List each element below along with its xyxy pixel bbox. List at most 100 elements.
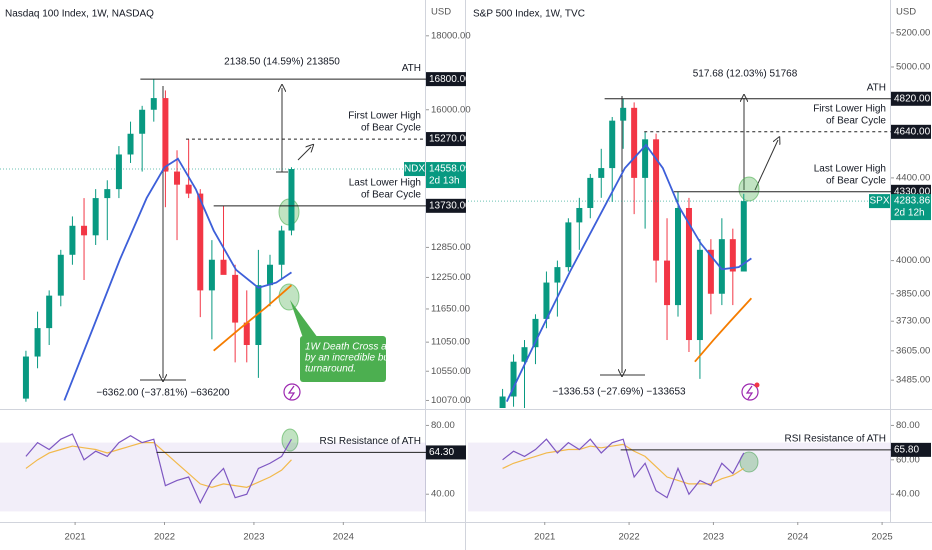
candle-body xyxy=(34,328,41,357)
countdown-label: 2d 12h xyxy=(894,208,925,219)
y-tick-label: 3730.00 xyxy=(896,316,930,327)
candle-body xyxy=(92,198,99,236)
moving-average xyxy=(213,284,293,352)
rsi-label-box xyxy=(891,442,931,457)
rsi-values xyxy=(502,438,745,499)
currency-label: USD xyxy=(896,7,916,18)
symbol-box xyxy=(404,162,425,177)
y-tick-label: 3605.00 xyxy=(896,345,930,356)
symbol-box xyxy=(869,194,890,209)
y-tick-label: 10070.00 xyxy=(431,395,471,406)
rsi-label: 65.80 xyxy=(894,444,919,455)
price-label: 4330.00 xyxy=(894,186,931,197)
note: of Bear Cycle xyxy=(361,123,421,134)
charts: Nasdaq 100 Index, 1W, NASDAQ USD 18000.00 1… xyxy=(0,7,931,543)
candle-body xyxy=(543,282,550,319)
event-dot xyxy=(754,382,760,388)
note: Last Lower High xyxy=(814,163,886,174)
note: First Lower High xyxy=(813,103,886,114)
y-tick-label: 12250.00 xyxy=(431,272,471,283)
candle-body xyxy=(22,356,29,399)
chart-title: Nasdaq 100 Index, 1W, NASDAQ xyxy=(5,9,154,20)
candle-body xyxy=(664,260,671,306)
price-label-box xyxy=(891,124,931,139)
candle-body xyxy=(104,189,111,199)
y-tick-label: 11650.00 xyxy=(431,303,470,314)
callout-text: 1W Death Cross avoided xyxy=(305,342,417,353)
candle-body xyxy=(185,184,192,194)
y-tick-label: 3850.00 xyxy=(896,288,930,299)
note: Last Lower High xyxy=(349,177,421,188)
rsi-tick-label: 40.00 xyxy=(431,489,455,500)
candle-body xyxy=(46,295,53,329)
candle-body xyxy=(598,168,605,178)
candle-body xyxy=(609,120,616,169)
candle-body xyxy=(740,201,747,272)
candle-body xyxy=(220,259,227,275)
candle-body xyxy=(232,274,239,323)
rsi-tick-label: 80.00 xyxy=(896,420,920,431)
x-tick-label: 2023 xyxy=(703,532,724,543)
y-tick-label: 4400.00 xyxy=(896,172,930,183)
candle-body xyxy=(685,207,692,341)
plot-area xyxy=(22,79,295,402)
price-label: 13730.00 xyxy=(429,200,471,211)
candle-body xyxy=(69,225,76,255)
moving-average xyxy=(694,297,753,363)
candle-body xyxy=(208,259,215,291)
candle-body xyxy=(554,267,561,283)
candle-body xyxy=(150,98,157,110)
price-label: 4820.00 xyxy=(894,93,931,104)
candle-body xyxy=(115,154,122,190)
x-tick-label: 2025 xyxy=(872,532,893,543)
candle-body xyxy=(532,318,539,348)
candle-body xyxy=(729,239,736,272)
note: ATH xyxy=(402,63,421,74)
candle-body xyxy=(139,109,146,134)
candle-body xyxy=(565,222,572,268)
candle-body xyxy=(718,239,725,294)
candle-body xyxy=(576,207,583,223)
measure-label: −1336.53 (−27.69%) −133653 xyxy=(552,387,686,398)
y-tick-label: 4000.00 xyxy=(896,255,930,266)
measure-label: 517.68 (12.03%) 51768 xyxy=(693,69,798,80)
event-icons xyxy=(283,383,759,401)
rsi-values xyxy=(25,433,292,505)
last-price-label: 14558.09 xyxy=(429,164,471,175)
candle-body xyxy=(174,171,181,185)
rsi-band xyxy=(468,442,891,512)
note: of Bear Cycle xyxy=(361,189,421,200)
x-tick-label: 2024 xyxy=(333,532,354,543)
y-tick-label: 10550.00 xyxy=(431,366,471,377)
price-label-box xyxy=(426,132,466,147)
candle-body xyxy=(243,322,250,346)
rsi-band xyxy=(0,442,426,512)
price-label-box xyxy=(891,91,931,106)
rsi-label-box xyxy=(426,445,466,460)
candle-body xyxy=(620,107,627,121)
rsi-tick-label: 60.00 xyxy=(896,454,920,465)
candle-body xyxy=(521,347,528,362)
price-label: 15270.00 xyxy=(429,134,471,145)
candle-body xyxy=(127,133,134,155)
rsi-note: RSI Resistance of ATH xyxy=(319,436,421,447)
chart-title: S&P 500 Index, 1W, TVC xyxy=(473,9,585,20)
price-label: 4640.00 xyxy=(894,126,931,137)
callout-box xyxy=(290,300,386,382)
y-tick-label: 5000.00 xyxy=(896,61,930,72)
candle-body xyxy=(162,98,169,172)
candle-body xyxy=(696,249,703,341)
rsi-tick-label: 80.00 xyxy=(431,420,455,431)
measure-label: 2138.50 (14.59%) 213850 xyxy=(224,57,340,68)
plot-area xyxy=(499,98,753,408)
candle-body xyxy=(642,139,649,178)
x-tick-label: 2023 xyxy=(243,532,264,543)
x-tick-label: 2022 xyxy=(619,532,640,543)
candle-body xyxy=(653,139,660,261)
y-tick-label: 12850.00 xyxy=(431,242,471,253)
candle-body xyxy=(288,169,295,231)
rsi-ma xyxy=(502,443,745,485)
moving-average xyxy=(63,157,292,401)
candle-body xyxy=(57,254,64,296)
